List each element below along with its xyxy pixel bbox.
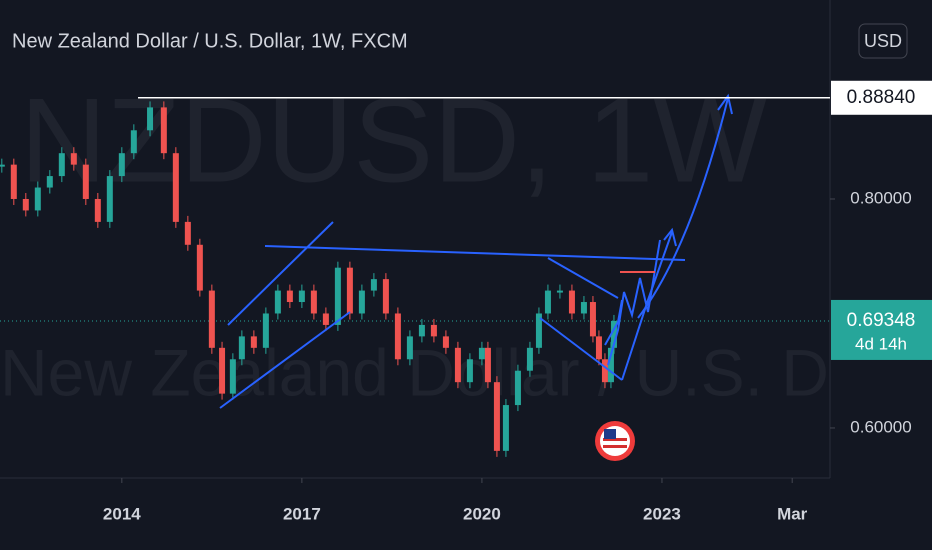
last-price-tag <box>831 299 932 360</box>
currency-label: USD <box>864 31 902 51</box>
candle <box>358 290 365 314</box>
candle <box>418 324 425 337</box>
candle <box>580 302 587 314</box>
channel-line <box>227 221 334 326</box>
last-price-label: 0.69348 <box>847 310 916 331</box>
projection <box>621 231 673 381</box>
flag-line <box>547 257 619 299</box>
candle <box>286 290 293 303</box>
candle <box>526 347 533 371</box>
candle <box>46 176 53 188</box>
resistance-line <box>264 245 686 261</box>
candle <box>130 130 137 154</box>
candle <box>430 324 437 337</box>
candle <box>607 347 614 383</box>
candle <box>94 198 101 222</box>
chart-title: New Zealand Dollar / U.S. Dollar, 1W, FX… <box>12 30 408 52</box>
candle <box>346 267 353 314</box>
level-tag <box>831 80 932 115</box>
candle <box>184 221 191 245</box>
candle <box>544 290 551 314</box>
candle <box>589 302 596 337</box>
candle <box>493 382 500 451</box>
candle <box>466 359 473 383</box>
candle <box>514 370 521 406</box>
flag-icon <box>595 421 635 461</box>
watermark-symbol: NZDUSD, 1W <box>20 74 767 208</box>
candle <box>370 279 377 291</box>
countdown: 4d 14h <box>855 334 907 353</box>
x-tick-label: 2014 <box>103 504 141 523</box>
candle <box>262 313 269 348</box>
x-tick-label: Mar <box>777 504 808 523</box>
candle <box>298 290 305 303</box>
candle <box>229 359 236 394</box>
level-label: 0.88840 <box>847 87 916 108</box>
candle <box>118 153 125 177</box>
candle <box>82 164 89 199</box>
candle <box>22 198 29 211</box>
flag-line <box>539 317 623 381</box>
currency-button[interactable] <box>858 23 908 59</box>
projection-arrow <box>637 97 729 319</box>
candle <box>322 313 329 325</box>
candle <box>196 244 203 291</box>
candle <box>310 290 317 314</box>
candle <box>10 164 17 199</box>
candle <box>238 336 245 360</box>
candle <box>172 153 179 222</box>
plot <box>0 101 830 457</box>
channel-line <box>219 311 351 409</box>
drawings <box>219 93 733 409</box>
projection <box>607 239 661 366</box>
candle <box>34 187 41 211</box>
candle <box>274 290 281 314</box>
candle <box>106 176 113 222</box>
candle <box>147 107 154 131</box>
arrow-head <box>717 93 733 115</box>
flag-canton <box>604 429 616 439</box>
candle <box>502 405 509 451</box>
candle <box>568 290 575 314</box>
candle <box>601 359 608 383</box>
candle <box>382 279 389 314</box>
x-tick-label: 2020 <box>463 504 501 523</box>
candle <box>219 347 226 394</box>
candle <box>454 347 461 383</box>
y-tick-label: 0.80000 <box>850 188 911 207</box>
candle <box>394 313 401 360</box>
candle <box>208 290 215 348</box>
candle <box>334 267 341 325</box>
x-tick-label: 2017 <box>283 504 321 523</box>
watermark-name: New Zealand Dollar / U.S. Dollar <box>0 335 932 409</box>
candle <box>0 164 5 167</box>
arrow-head <box>663 227 677 247</box>
candle <box>556 290 563 293</box>
x-tick-label: 2023 <box>643 504 681 523</box>
candle <box>58 153 65 177</box>
candle <box>442 336 449 348</box>
candle <box>250 336 257 348</box>
projection <box>604 299 623 346</box>
candle <box>595 336 602 360</box>
candle <box>484 347 491 383</box>
candle <box>70 153 77 165</box>
candle <box>478 347 485 360</box>
flag-stripe <box>603 445 627 448</box>
flag-stripe <box>603 438 627 441</box>
candle <box>535 313 542 348</box>
y-tick-label: 0.60000 <box>850 417 911 436</box>
candle <box>406 336 413 360</box>
candle <box>160 107 167 154</box>
candle <box>610 320 617 348</box>
